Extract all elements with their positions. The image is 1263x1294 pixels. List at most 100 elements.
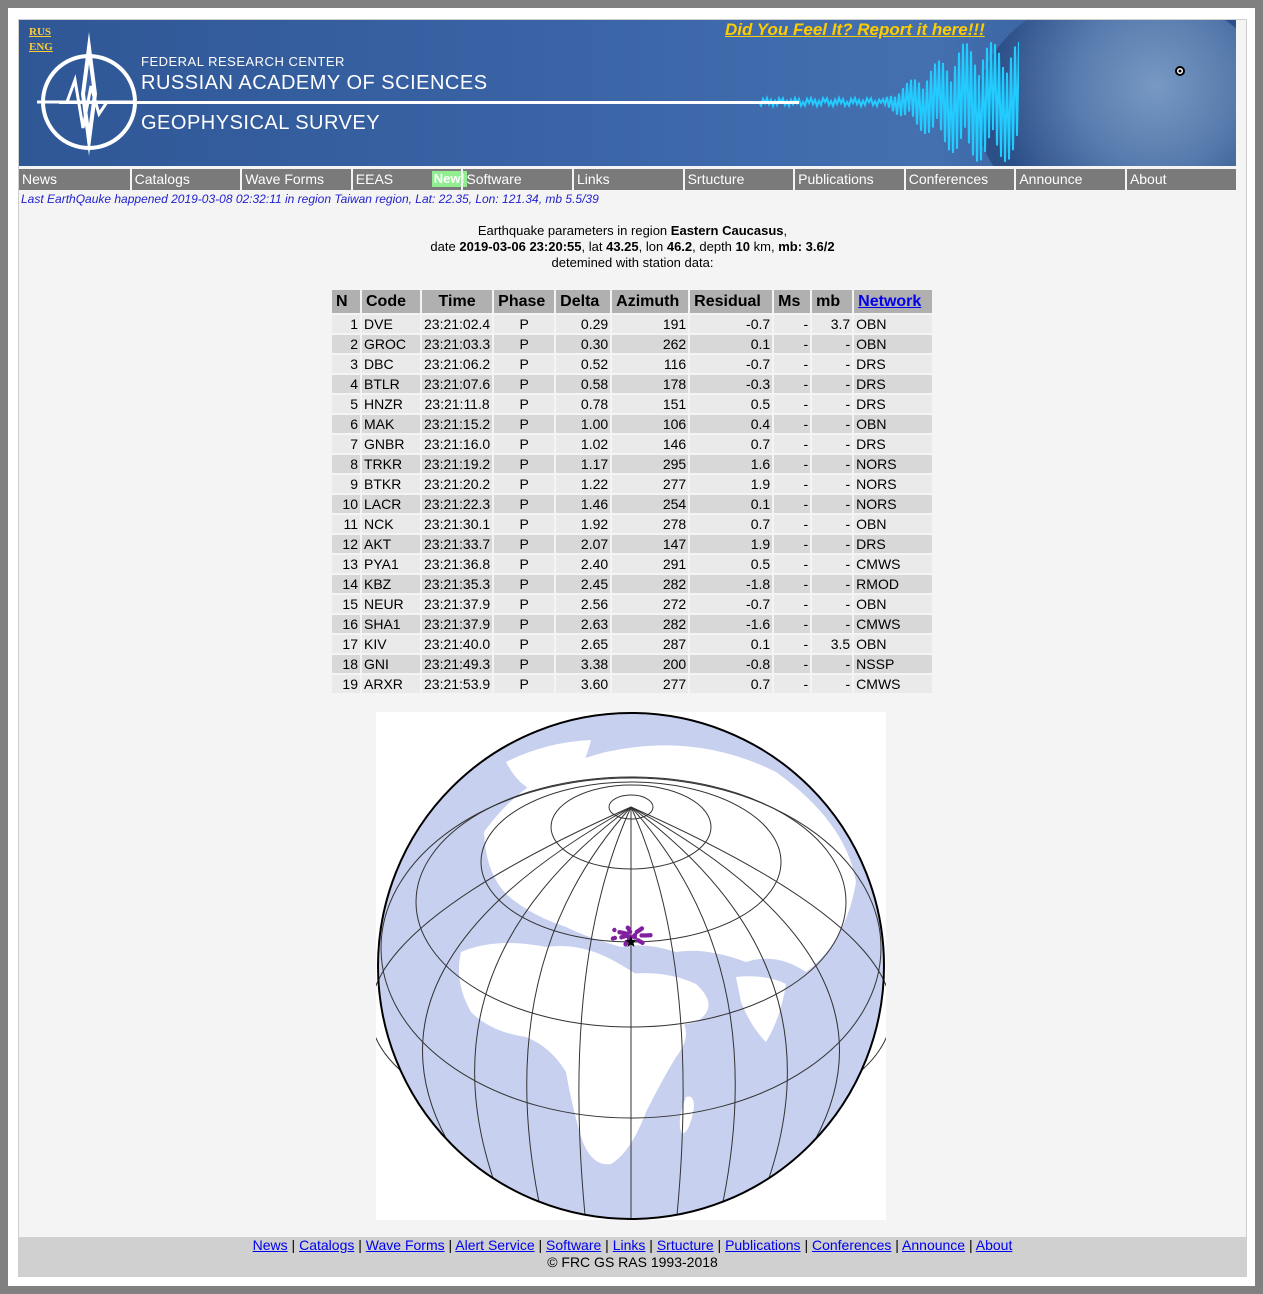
cell-azimuth: 282 — [612, 575, 689, 593]
cell-delta: 1.22 — [556, 475, 611, 493]
location-marker-icon — [1175, 66, 1185, 76]
cell-time: 23:21:37.9 — [422, 595, 493, 613]
cell-network: OBN — [854, 315, 933, 333]
nav-news[interactable]: News — [19, 169, 130, 190]
cell-ms: - — [774, 435, 811, 453]
cell-code: HNZR — [362, 395, 420, 413]
nav-label: Publications — [798, 171, 874, 187]
cell-code: MAK — [362, 415, 420, 433]
cell-azimuth: 272 — [612, 595, 689, 613]
cell-time: 23:21:36.8 — [422, 555, 493, 573]
col-code: Code — [362, 290, 420, 313]
cell-ms: - — [774, 335, 811, 353]
col-n: N — [332, 290, 360, 313]
meridian-line — [422, 806, 632, 1141]
cell-mb: - — [812, 395, 853, 413]
cell-network: OBN — [854, 515, 933, 533]
nav-eeas[interactable]: EEAS New! — [350, 169, 467, 190]
meridian-line — [630, 806, 684, 1216]
cell-network: CMWS — [854, 615, 933, 633]
cell-network: NORS — [854, 475, 933, 493]
nav-label: Announce — [1019, 171, 1083, 187]
cell-network: OBN — [854, 335, 933, 353]
cell-n: 17 — [332, 635, 360, 653]
cell-ms: - — [774, 495, 811, 513]
footer-link-alert-service[interactable]: Alert Service — [455, 1237, 535, 1253]
col-network[interactable]: Network — [854, 290, 933, 313]
cell-n: 10 — [332, 495, 360, 513]
nav-about[interactable]: About — [1124, 169, 1236, 190]
cell-ms: - — [774, 395, 811, 413]
cell-n: 7 — [332, 435, 360, 453]
cell-azimuth: 254 — [612, 495, 689, 513]
cell-code: ARXR — [362, 675, 420, 693]
nav-announce[interactable]: Announce — [1014, 169, 1125, 190]
nav-catalogs[interactable]: Catalogs — [129, 169, 241, 190]
cell-azimuth: 277 — [612, 475, 689, 493]
station-markers — [610, 925, 653, 947]
table-row: 14 KBZ 23:21:35.3 P 2.45 282 -1.8- - RMOD — [332, 575, 933, 593]
cell-time: 23:21:06.2 — [422, 355, 493, 373]
footer-link-catalogs[interactable]: Catalogs — [299, 1237, 355, 1253]
footer-link-publications[interactable]: Publications — [725, 1237, 801, 1253]
lang-rus-link[interactable]: RUS — [29, 26, 52, 38]
station-map — [370, 712, 892, 1220]
nav-conferences[interactable]: Conferences — [903, 169, 1015, 190]
footer-link-announce[interactable]: Announce — [902, 1237, 966, 1253]
cell-mb: - — [812, 615, 853, 633]
station-marker — [634, 929, 639, 935]
cell-ms: - — [774, 355, 811, 373]
cell-network: CMWS — [854, 675, 933, 693]
params-date: 2019-03-06 23:20:55 — [459, 239, 582, 254]
footer-separator: | — [645, 1237, 657, 1253]
cell-azimuth: 295 — [612, 455, 689, 473]
cell-code: KBZ — [362, 575, 420, 593]
cell-phase: P — [494, 575, 555, 593]
nav-wave-forms[interactable]: Wave Forms — [240, 169, 351, 190]
cell-mb: - — [812, 375, 853, 393]
nav-software[interactable]: Software — [461, 169, 572, 190]
footer-link-news[interactable]: News — [252, 1237, 288, 1253]
cell-network: DRS — [854, 535, 933, 553]
cell-azimuth: 191 — [612, 315, 689, 333]
cell-azimuth: 151 — [612, 395, 689, 413]
table-row: 1 DVE 23:21:02.4 P 0.29 191 -0.7-3.7 OBN — [332, 315, 933, 333]
network-header-link[interactable]: Network — [858, 292, 922, 310]
footer-link-wave-forms[interactable]: Wave Forms — [365, 1237, 445, 1253]
cell-residual: 0.4 — [690, 415, 773, 433]
footer-link-srtucture[interactable]: Srtucture — [656, 1237, 714, 1253]
footer-separator: | — [444, 1237, 456, 1253]
nav-label: Software — [466, 171, 522, 187]
cell-phase: P — [494, 375, 555, 393]
cell-mb: - — [812, 555, 853, 573]
cell-delta: 2.56 — [556, 595, 611, 613]
cell-network: NORS — [854, 455, 933, 473]
cell-phase: P — [494, 555, 555, 573]
cell-code: GNBR — [362, 435, 420, 453]
cell-ms: - — [774, 515, 811, 533]
table-row: 4 BTLR 23:21:07.6 P 0.58 178 -0.3- - DRS — [332, 375, 933, 393]
cell-mb: - — [812, 415, 853, 433]
cell-network: DRS — [854, 375, 933, 393]
lang-eng-link[interactable]: ENG — [29, 41, 53, 53]
footer-link-software[interactable]: Software — [546, 1237, 602, 1253]
nav-structure[interactable]: Srtucture — [682, 169, 794, 190]
footer-link-conferences[interactable]: Conferences — [811, 1237, 892, 1253]
cell-code: AKT — [362, 535, 420, 553]
station-data-table: N Code Time Phase Delta Azimuth Residual… — [330, 288, 934, 695]
cell-azimuth: 278 — [612, 515, 689, 533]
footer-link-about[interactable]: About — [975, 1237, 1013, 1253]
nav-publications[interactable]: Publications — [793, 169, 904, 190]
cell-ms: - — [774, 375, 811, 393]
table-row: 12 AKT 23:21:33.7 P 2.07 147 1.9- - DRS — [332, 535, 933, 553]
col-phase: Phase — [494, 290, 555, 313]
did-you-feel-it-link[interactable]: Did You Feel It? Report it here!!! — [725, 20, 985, 39]
meridian-line — [578, 806, 632, 1216]
cell-residual: -0.7 — [690, 315, 773, 333]
cell-phase: P — [494, 595, 555, 613]
nav-links[interactable]: Links — [571, 169, 683, 190]
cell-code: NCK — [362, 515, 420, 533]
table-row: 9 BTKR 23:21:20.2 P 1.22 277 1.9- - NORS — [332, 475, 933, 493]
nav-label: Catalogs — [134, 171, 190, 187]
footer-link-links[interactable]: Links — [612, 1237, 646, 1253]
